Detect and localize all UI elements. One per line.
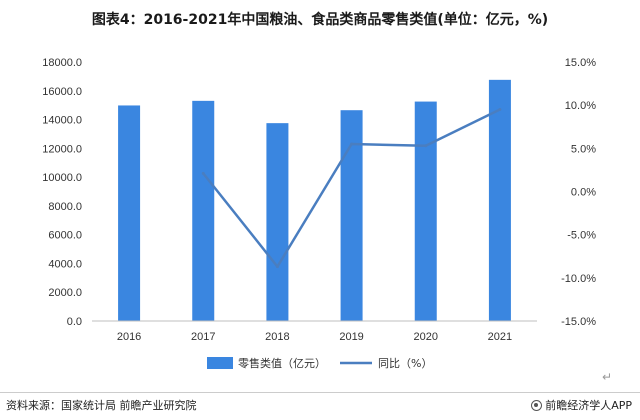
y-right-tick-label: 15.0% (565, 57, 596, 69)
y-left-tick-label: 4000.0 (48, 258, 82, 270)
line-point-2017 (201, 171, 205, 175)
chart-title: 图表4：2016-2021年中国粮油、食品类商品零售类值(单位：亿元，%) (91, 12, 549, 28)
y-right-tick-label: 5.0% (571, 143, 596, 155)
bar-2016 (118, 105, 141, 322)
x-tick-label: 2021 (488, 331, 512, 343)
source-text: 资料来源：国家统计局 前瞻产业研究院 (6, 399, 197, 412)
y-right-tick-label: 0.0% (571, 187, 596, 199)
y-left-tick-label: 14000.0 (42, 115, 82, 127)
line-series (201, 107, 502, 269)
x-tick-label: 2016 (117, 331, 141, 343)
legend-line-label: 同比（%） (378, 357, 432, 370)
legend: 零售类值（亿元） 同比（%） (207, 356, 432, 370)
bar-2017 (192, 100, 215, 321)
y-left-tick-label: 6000.0 (48, 230, 82, 242)
x-tick-label: 2019 (339, 331, 363, 343)
y-right-tick-label: -10.0% (561, 273, 596, 285)
y-left-tick-label: 12000.0 (42, 143, 82, 155)
return-mark-icon: ↵ (601, 370, 612, 384)
y-left-tick-label: 8000.0 (48, 201, 82, 213)
brand-logo-icon (531, 399, 543, 411)
bar-2020 (414, 101, 437, 321)
x-tick-label: 2017 (191, 331, 215, 343)
y-left-tick-label: 10000.0 (42, 172, 82, 184)
bar-2018 (266, 123, 289, 322)
footer: 资料来源：国家统计局 前瞻产业研究院 前瞻经济学人APP (0, 392, 640, 420)
brand: 前瞻经济学人APP (531, 397, 632, 413)
legend-bar-label: 零售类值（亿元） (238, 356, 326, 370)
y-left-tick-label: 18000.0 (42, 57, 82, 69)
y-left-tick-label: 0.0 (67, 316, 82, 328)
y-left-tick-label: 16000.0 (42, 86, 82, 98)
line-point-2019 (350, 142, 354, 146)
x-tick-label: 2020 (414, 331, 438, 343)
line-point-2021 (498, 107, 502, 111)
chart-axes: 2016 2017 2018 2019 2020 2021 0.0 2000.0 4000.0 6… (42, 57, 596, 343)
y-right-tick-label: 10.0% (565, 100, 596, 112)
y-right-tick-label: -15.0% (561, 316, 596, 328)
x-tick-label: 2018 (265, 331, 289, 343)
y-left-tick-label: 2000.0 (48, 287, 82, 299)
line-point-2018 (275, 265, 279, 269)
bar-series (118, 79, 511, 322)
y-right-tick-label: -5.0% (567, 230, 596, 242)
bar-2021 (488, 79, 511, 321)
legend-bar-swatch (207, 357, 233, 369)
line-point-2020 (424, 144, 428, 148)
brand-text: 前瞻经济学人APP (545, 399, 632, 412)
bar-2019 (340, 110, 363, 321)
chart: 2016 2017 2018 2019 2020 2021 0.0 2000.0 4000.0 6… (42, 57, 596, 370)
